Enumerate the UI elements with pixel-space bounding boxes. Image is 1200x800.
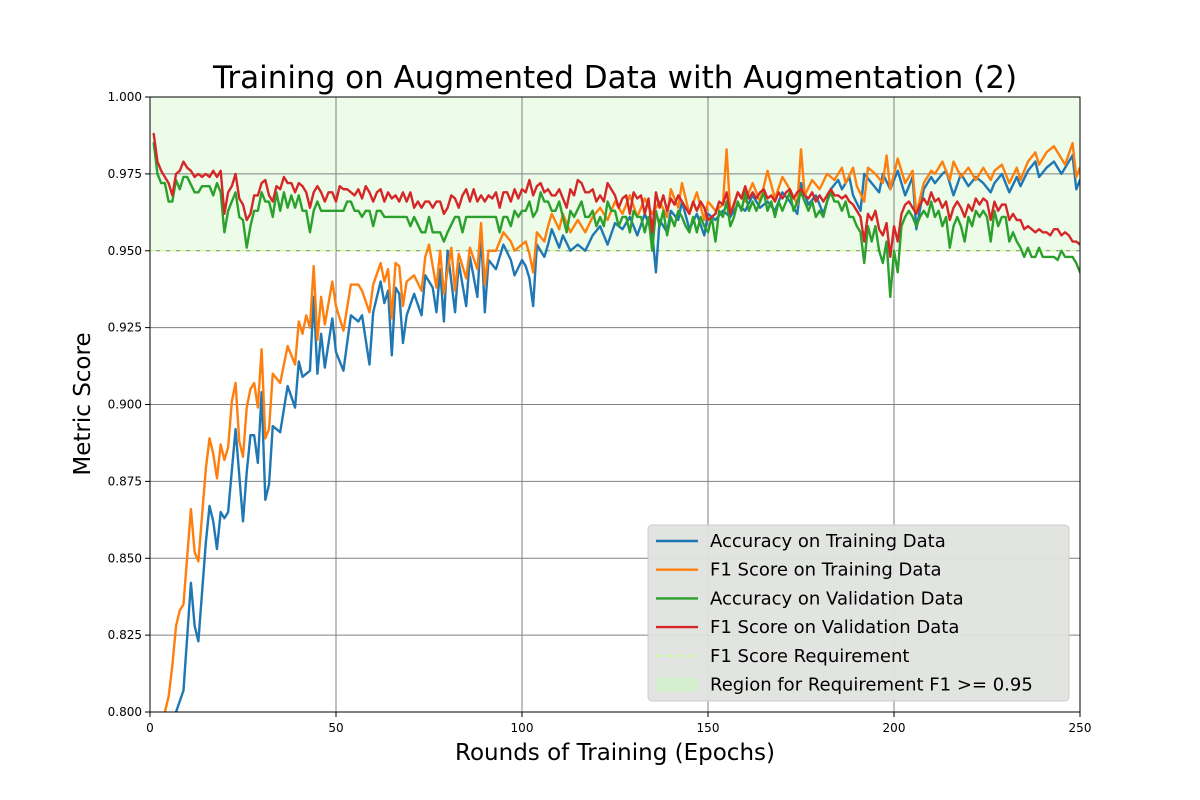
legend-label-1: Accuracy on Training Data [710, 531, 946, 552]
legend-label-2: F1 Score on Training Data [710, 560, 942, 581]
legend-label-3: Accuracy on Validation Data [710, 588, 964, 609]
series-line-1 [174, 154, 1080, 712]
series-group [152, 132, 1080, 712]
x-tick-label-2: 100 [511, 721, 534, 735]
y-tick-label-1: 0.825 [108, 628, 142, 642]
y-tick-label-2: 0.850 [108, 551, 142, 565]
y-tick-label-8: 1.000 [108, 90, 142, 104]
x-tick-label-3: 150 [697, 721, 720, 735]
y-tick-label-6: 0.950 [108, 244, 142, 258]
x-tick-label-1: 50 [328, 721, 343, 735]
y-tick-label-7: 0.975 [108, 167, 142, 181]
series-line-4 [152, 132, 1080, 259]
x-tick-label-0: 0 [146, 721, 154, 735]
legend-box [647, 524, 1070, 702]
chart-legend: Accuracy on Training Data F1 Score on Tra… [647, 524, 1070, 702]
x-tick-label-5: 250 [1069, 721, 1092, 735]
legend-label-5: F1 Score Requirement [710, 646, 909, 667]
y-tick-label-0: 0.800 [108, 705, 142, 719]
chart-title: Training on Augmented Data with Augmenta… [212, 60, 1017, 96]
y-tick-label-4: 0.900 [108, 398, 142, 412]
x-tick-label-4: 200 [883, 721, 906, 735]
series-line-3 [152, 141, 1080, 299]
plot-area: 0 50 100 150 200 250 0.800 0.825 0.850 0.875 0.900… [108, 90, 1092, 735]
legend-label-6: Region for Requirement F1 >= 0.95 [710, 675, 1033, 696]
y-tick-label-5: 0.925 [108, 321, 142, 335]
legend-swatch-6 [656, 677, 698, 692]
y-axis-title: Metric Score [70, 332, 96, 475]
series-line-2 [163, 141, 1080, 712]
x-axis-title: Rounds of Training (Epochs) [455, 740, 775, 766]
y-tick-label-3: 0.875 [108, 474, 142, 488]
legend-label-4: F1 Score on Validation Data [710, 617, 959, 638]
